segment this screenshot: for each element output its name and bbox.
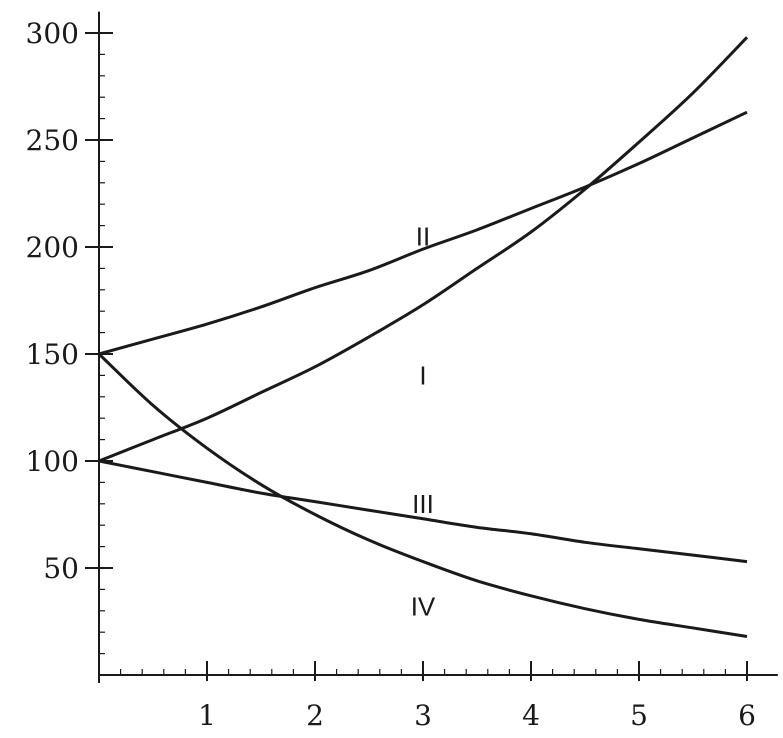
curves — [97, 36, 749, 638]
curve-ii — [98, 110, 748, 356]
x-tick-label: 2 — [306, 699, 324, 732]
curve-label-ii: II — [416, 221, 430, 251]
x-tick-label: 5 — [630, 699, 648, 732]
curve-label-iv: IV — [411, 592, 436, 622]
y-tick-label: 300 — [26, 17, 79, 50]
curve-iii — [98, 459, 748, 564]
axes — [98, 11, 778, 683]
x-tick-label: 1 — [198, 699, 216, 732]
x-tick-label: 6 — [738, 699, 756, 732]
y-tick-label: 250 — [26, 124, 79, 157]
y-tick-label: 200 — [26, 231, 79, 264]
curve-label-iii: III — [412, 489, 434, 519]
curve-i — [98, 36, 749, 463]
ticks: 1 2 3 4 5 6 50 100 150 200 250 300 — [26, 17, 756, 732]
y-tick-label: 50 — [43, 552, 79, 585]
y-tick-label: 100 — [26, 445, 79, 478]
x-tick-label: 3 — [414, 699, 432, 732]
curve-iv — [97, 352, 748, 638]
x-tick-label: 4 — [522, 699, 540, 732]
y-tick-label: 150 — [26, 338, 79, 371]
curve-label-i: I — [419, 360, 426, 390]
